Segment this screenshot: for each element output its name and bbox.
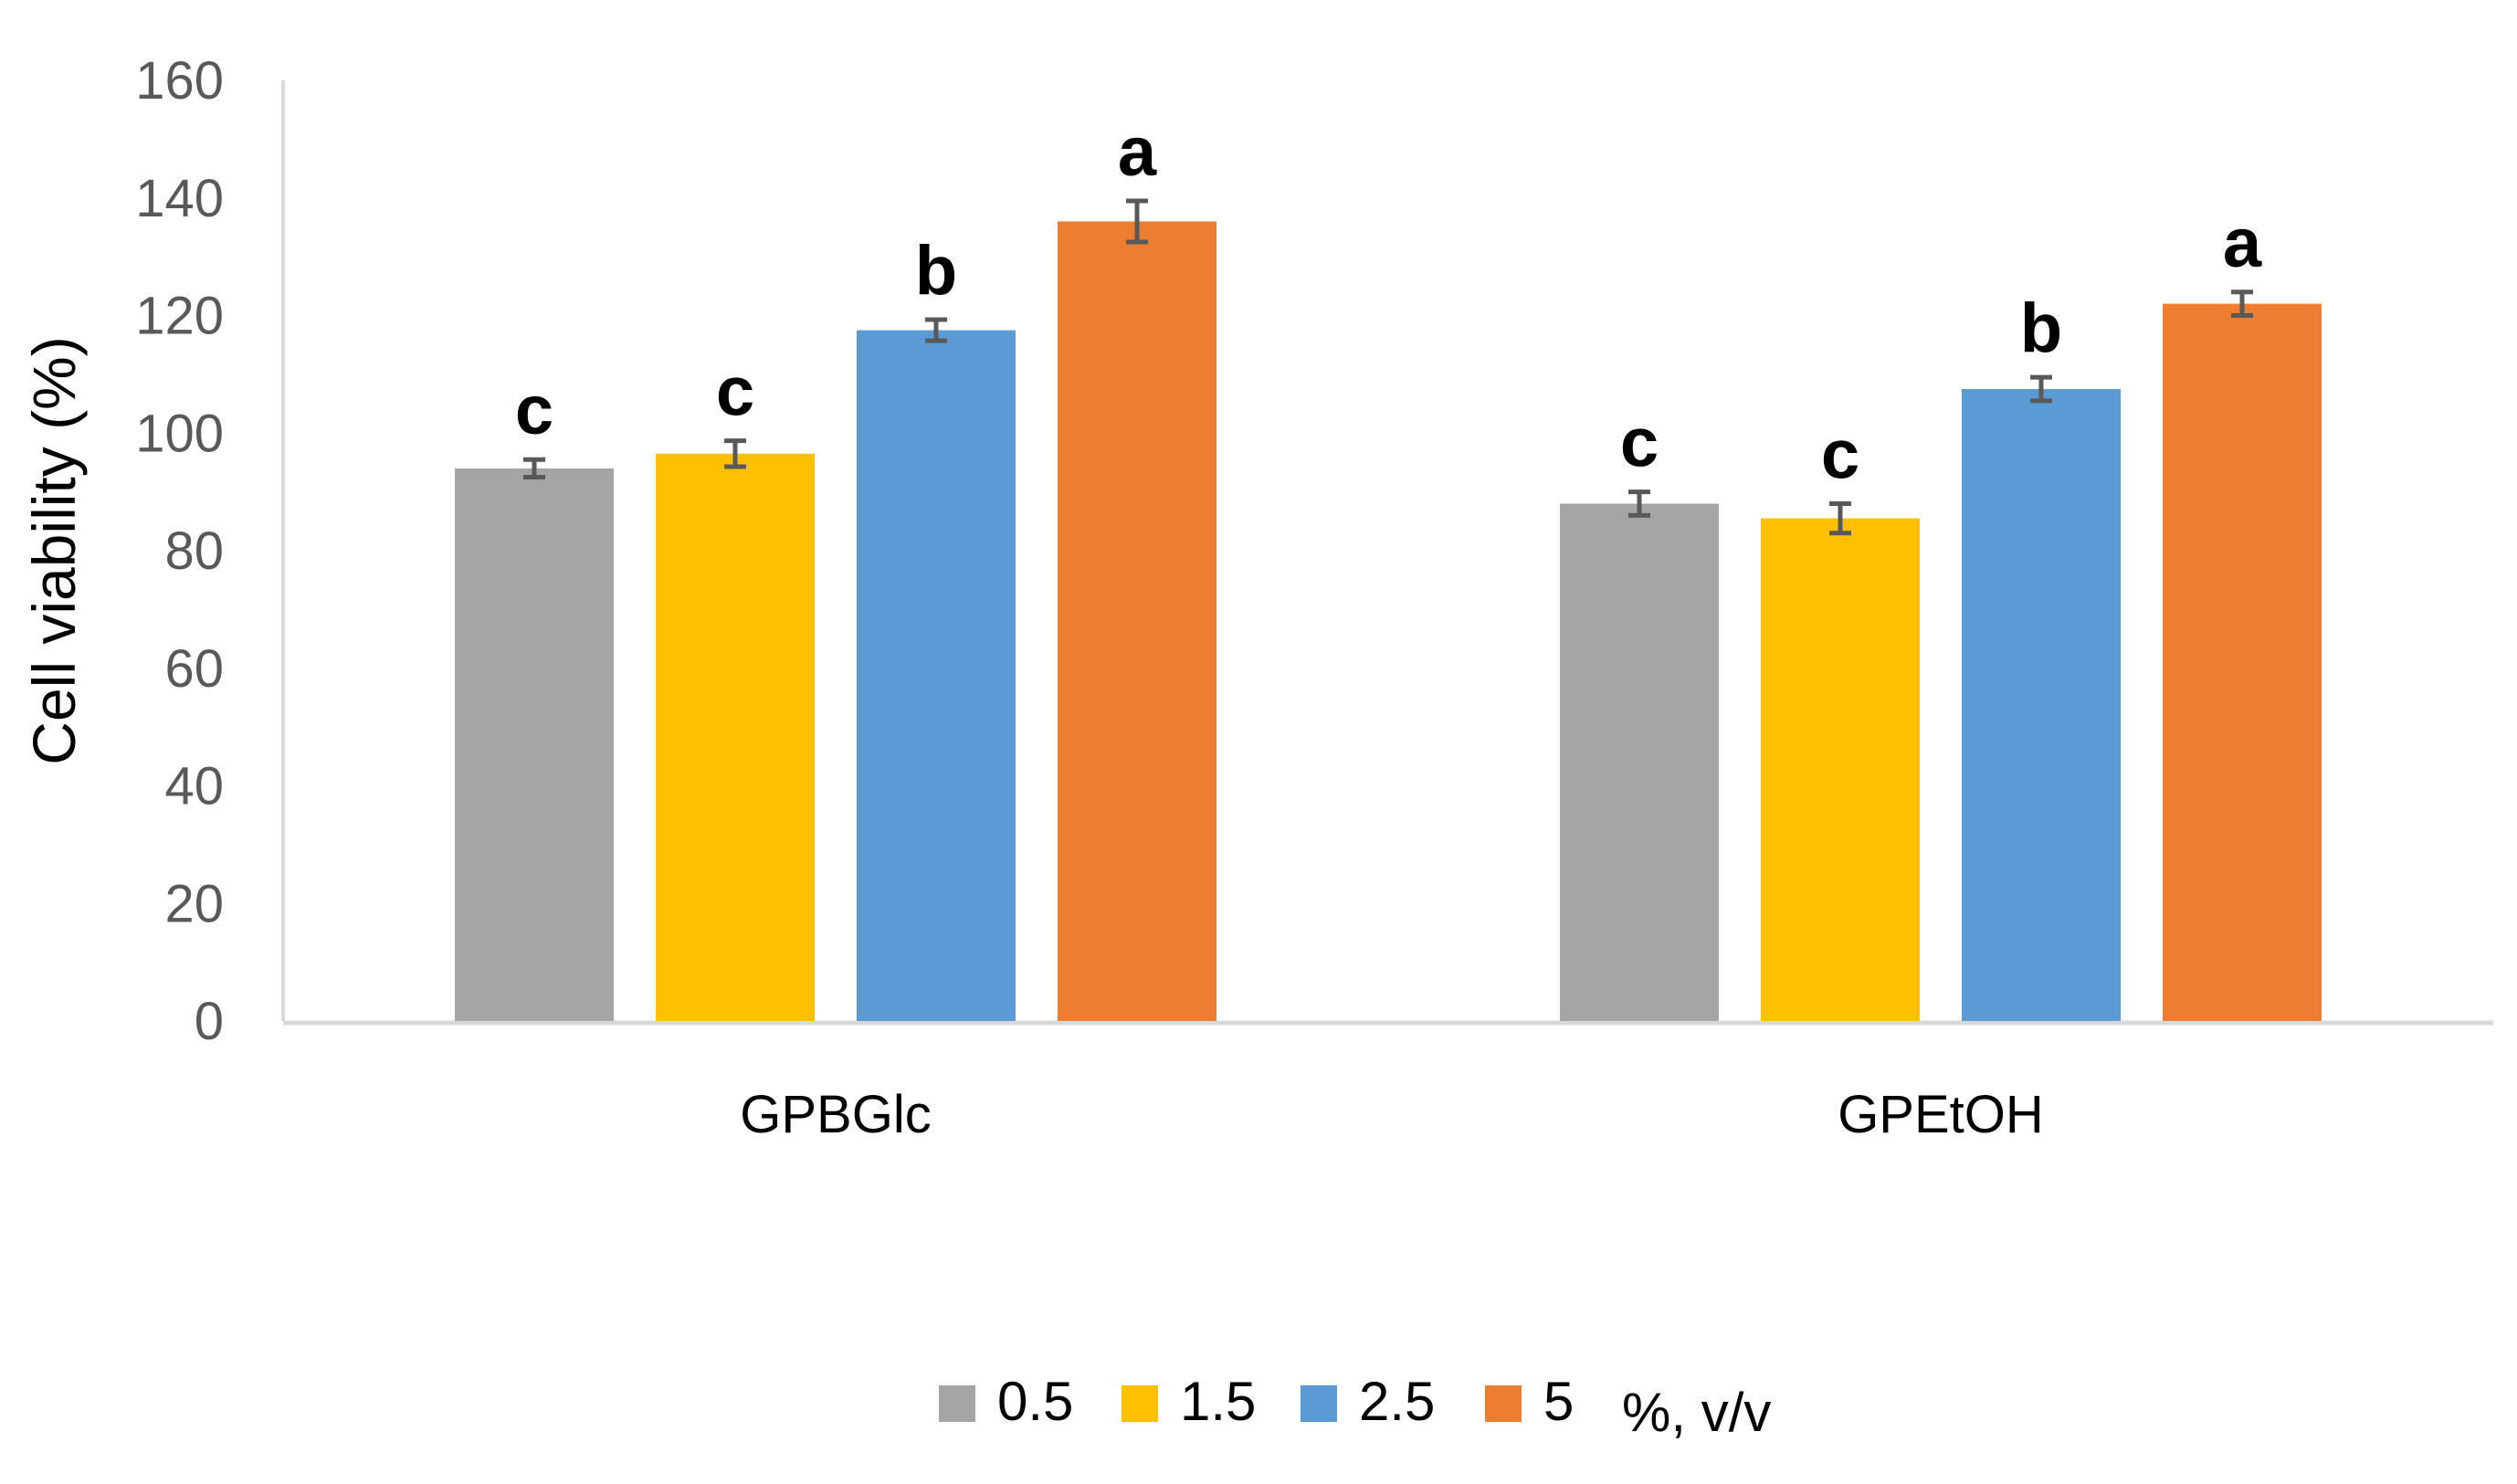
significance-label: a (2223, 205, 2262, 282)
significance-label: c (716, 353, 754, 431)
bar (656, 453, 815, 1021)
x-category-label: GPEtOH (1838, 1085, 2044, 1144)
y-tick-label: 120 (135, 287, 224, 346)
legend-swatch (1301, 1385, 1337, 1422)
significance-label: c (1821, 416, 1859, 494)
bar (857, 330, 1016, 1021)
legend-unit: %, v/v (1622, 1382, 1771, 1443)
significance-label: b (2020, 289, 2062, 367)
legend-label: 1.5 (1180, 1371, 1256, 1432)
y-tick-label: 80 (164, 521, 224, 581)
significance-label: c (1620, 405, 1659, 482)
legend-label: 5 (1543, 1371, 1574, 1432)
y-tick-label: 140 (135, 169, 224, 228)
bar (1058, 221, 1216, 1021)
y-tick-label: 160 (135, 51, 224, 111)
bar (1560, 503, 1719, 1021)
y-tick-label: 60 (164, 639, 224, 699)
bar (1761, 518, 1920, 1021)
significance-label: c (515, 372, 553, 449)
bar (2163, 303, 2322, 1021)
y-tick-label: 100 (135, 404, 224, 463)
legend-swatch (939, 1385, 975, 1422)
legend-swatch (1122, 1385, 1158, 1422)
y-tick-label: 40 (164, 757, 224, 816)
legend-label: 0.5 (997, 1371, 1073, 1432)
y-tick-label: 0 (195, 992, 224, 1051)
legend-label: 2.5 (1359, 1371, 1435, 1432)
legend-swatch (1485, 1385, 1522, 1422)
significance-label: b (915, 232, 957, 310)
significance-label: a (1118, 113, 1157, 191)
y-axis-title: Cell viability (%) (20, 336, 88, 764)
bar (1962, 388, 2121, 1021)
bar (455, 468, 614, 1021)
x-category-label: GPBGlc (740, 1085, 932, 1144)
y-tick-label: 20 (164, 874, 224, 933)
